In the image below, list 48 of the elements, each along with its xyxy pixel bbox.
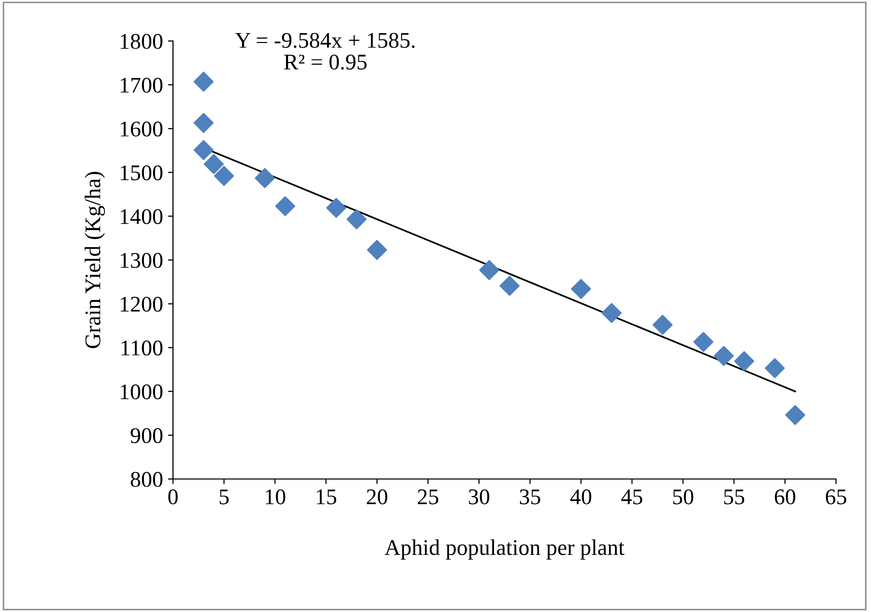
y-tick-label: 1700: [120, 78, 162, 93]
y-tick-label: 1600: [120, 122, 162, 137]
point: [714, 346, 734, 366]
x-tick-label: 15: [316, 489, 336, 504]
x-tick-label: 45: [621, 490, 642, 504]
x-tick-label: 55: [724, 490, 744, 504]
point: [652, 314, 673, 335]
y-tick-label: 1500: [120, 165, 162, 180]
y-tick-label: 1200: [120, 296, 162, 312]
x-tick-label: 10: [266, 489, 286, 504]
point: [194, 72, 214, 92]
point: [326, 198, 346, 218]
point: [500, 276, 520, 296]
y-axis-title: Grain Yield (Kg/ha): [84, 172, 105, 348]
x-tick-label: 25: [418, 489, 438, 504]
y-tick-label: 800: [130, 472, 162, 487]
point: [366, 240, 388, 260]
y-tick-label: 900: [130, 428, 162, 444]
x-tick-label: 40: [570, 489, 592, 504]
point: [214, 166, 234, 186]
point: [734, 351, 754, 372]
point: [602, 302, 622, 324]
x-tick-label: 35: [520, 489, 540, 504]
x-tick-label: 5: [220, 490, 229, 504]
x-tick-label: 60: [774, 489, 796, 504]
point: [785, 405, 806, 426]
point: [194, 112, 214, 133]
point: [254, 168, 275, 188]
point: [204, 154, 224, 174]
point: [764, 358, 785, 378]
point: [479, 260, 500, 280]
x-tick-label: 50: [673, 489, 694, 504]
y-tick-label: 1100: [122, 340, 162, 356]
y-tick-label: 1400: [120, 209, 162, 224]
y-tick-label: 1300: [120, 252, 162, 268]
y-tick-label: 1000: [120, 384, 162, 400]
point: [275, 196, 296, 216]
point: [693, 332, 714, 352]
point: [194, 140, 214, 160]
x-axis-title: Aphid population per plant: [384, 539, 624, 560]
annotation: Y = -9.584x + 1585. R² = 0.95: [235, 32, 415, 70]
x-tick-label: 30: [468, 489, 490, 504]
y-tick-label: 1800: [120, 34, 162, 49]
x-tick-label: 0: [168, 489, 178, 504]
x-tick-label: 65: [826, 489, 846, 504]
point: [570, 278, 592, 299]
x-tick-label: 20: [366, 489, 388, 504]
point: [346, 209, 367, 230]
